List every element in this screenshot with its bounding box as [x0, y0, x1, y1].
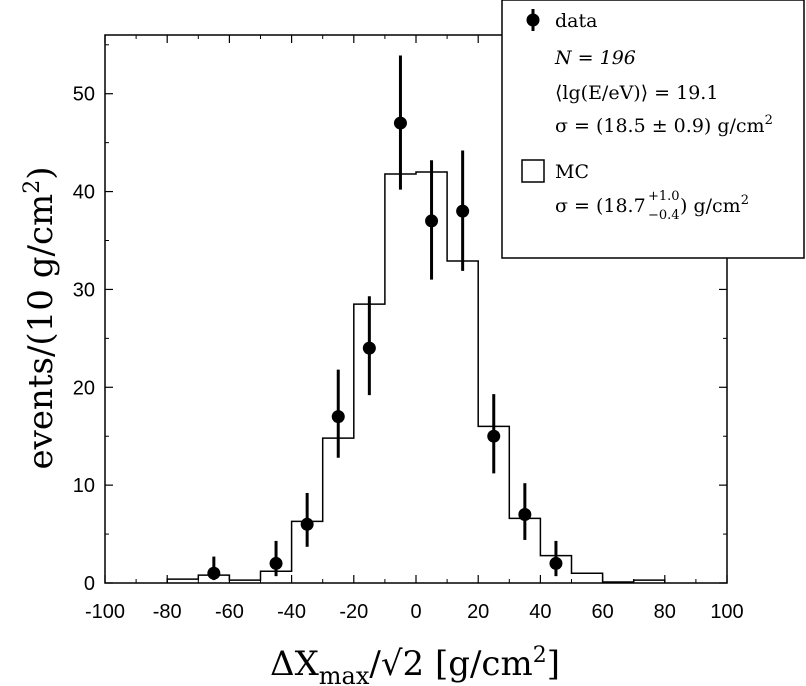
x-tick-label: 100 — [710, 601, 743, 623]
data-point — [487, 429, 501, 443]
x-tick-label: 80 — [654, 601, 676, 623]
legend-n-text: N = 196 — [554, 47, 636, 69]
legend-mc-label: MC — [555, 161, 589, 183]
y-axis-title: events/(10 g/cm2) — [20, 166, 61, 469]
x-tick-label: 60 — [591, 601, 613, 623]
y-axis-title-main: events/(10 g/cm — [21, 194, 61, 470]
x-tick-label: -60 — [215, 601, 244, 623]
legend-sigma-data: σ = (18.5 ± 0.9) g/cm2 — [555, 113, 773, 137]
x-tick-label: -20 — [339, 601, 368, 623]
legend-sigma-data-sup: 2 — [765, 113, 773, 128]
data-points — [207, 55, 563, 581]
legend-sigma-mc-sub: −0.4 — [648, 208, 680, 223]
data-point — [269, 556, 283, 570]
x-ticks: -100 -80 -60 -40 -20 0 20 40 60 80 100 — [85, 35, 744, 623]
legend: data N = 196 ⟨lg(E/eV)⟩ = 19.1 σ = (18.5… — [501, 0, 805, 259]
legend-sigma-mc: σ = (18.7 +1.0 −0.4 ) g/cm2 — [555, 183, 749, 224]
legend-data-marker — [526, 13, 540, 27]
legend-sigma-mc-unit-sup: 2 — [741, 193, 749, 208]
x-tick-label: 20 — [467, 601, 489, 623]
data-point — [362, 341, 376, 355]
y-axis-title-end: ) — [21, 166, 61, 179]
x-axis-title-main: ΔX — [270, 644, 320, 684]
legend-box — [501, 0, 805, 259]
y-tick-label: 30 — [73, 279, 95, 301]
data-point — [207, 566, 221, 580]
data-point — [518, 508, 532, 521]
legend-sigma-mc-prefix: σ = (18.7 — [555, 195, 646, 217]
x-tick-label: 0 — [410, 601, 421, 623]
data-point — [549, 556, 563, 570]
legend-energy-text: ⟨lg(E/eV)⟩ = 19.1 — [555, 82, 718, 104]
legend-sigma-mc-suffix: ) g/cm — [680, 195, 741, 217]
x-axis-title-end: ] — [547, 644, 560, 684]
y-tick-label: 0 — [84, 573, 95, 595]
mc-histogram-steps — [166, 171, 666, 583]
data-point — [300, 517, 314, 531]
legend-sigma-mc-sup: +1.0 — [648, 189, 680, 204]
data-point — [456, 204, 470, 218]
x-axis-title: ΔXmax/√2 [g/cm2] — [270, 643, 560, 686]
x-axis-title-tail: /√2 [g/cm — [369, 644, 532, 684]
x-tick-label: -100 — [85, 601, 125, 623]
data-point — [393, 116, 407, 130]
data-point — [331, 410, 345, 424]
y-tick-label: 20 — [73, 377, 95, 399]
legend-data-label: data — [555, 10, 597, 32]
data-point — [425, 214, 439, 228]
x-axis-title-sub: max — [319, 662, 370, 686]
y-axis-title-sup: 2 — [20, 180, 45, 194]
legend-sigma-data-main: σ = (18.5 ± 0.9) g/cm — [555, 115, 765, 137]
legend-mc-swatch — [521, 159, 545, 183]
y-tick-label: 50 — [73, 84, 95, 106]
x-axis-title-sup: 2 — [533, 643, 547, 668]
x-tick-label: -40 — [277, 601, 306, 623]
y-tick-label: 10 — [73, 475, 95, 497]
x-tick-label: -80 — [153, 601, 182, 623]
y-ticks: 0 10 20 30 40 50 — [73, 44, 727, 595]
x-tick-label: 40 — [529, 601, 551, 623]
mc-histogram — [166, 171, 666, 583]
y-tick-label: 40 — [73, 182, 95, 204]
